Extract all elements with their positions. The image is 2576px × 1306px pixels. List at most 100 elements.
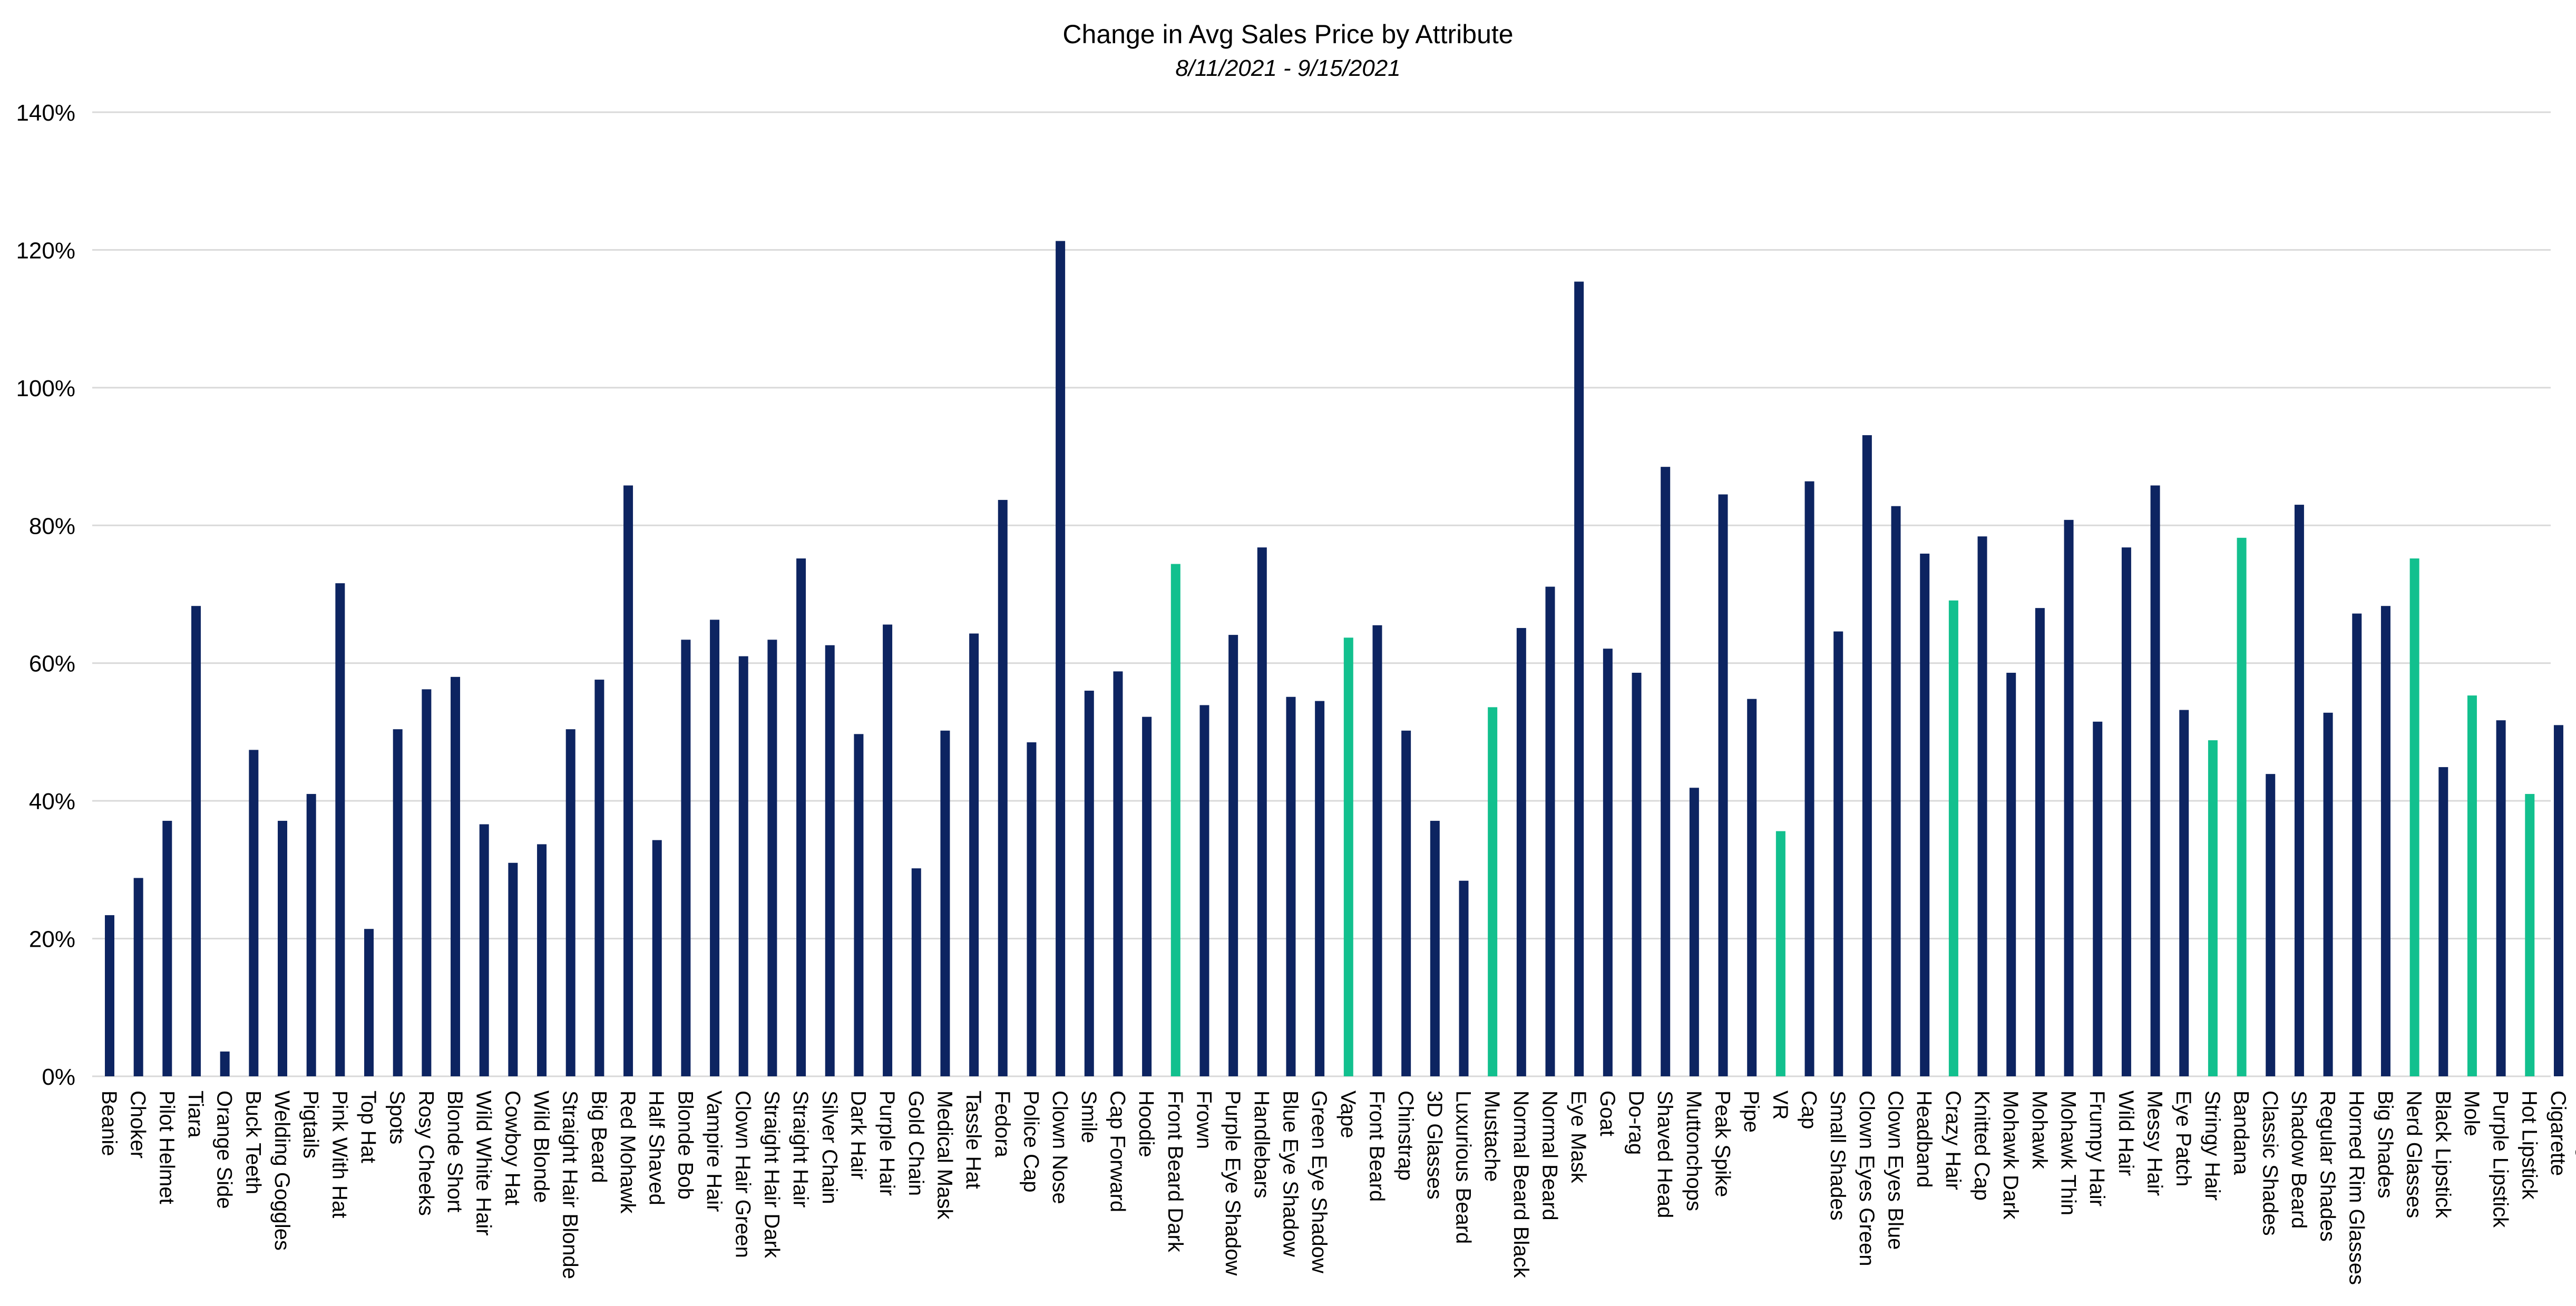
x-tick-label: Clown Nose [1048,1091,1071,1204]
x-tick-label: Blonde Bob [674,1091,697,1200]
x-tick-label: Blonde Short [443,1091,466,1212]
x-tick-label: Orange Side [213,1091,236,1209]
bar-police-cap [1027,742,1037,1076]
x-tick-label: Frown [1192,1091,1215,1149]
x-tick-label: Horned Rim Glasses [2345,1091,2368,1285]
x-tick-label: Messy Hair [2143,1091,2167,1196]
bar-do-rag [1632,673,1642,1076]
x-tick-label: Normal Beard Black [1509,1091,1533,1279]
x-tick-label: Half Shaved [645,1091,668,1205]
x-tick-label: Front Beard Dark [1164,1091,1187,1253]
bar-tiara [191,606,201,1076]
x-tick-label: Eye Patch [2172,1091,2195,1186]
bar-classic-shades [2266,774,2276,1076]
bar-goat [1603,649,1613,1076]
x-tick-label: Pilot Helmet [155,1091,178,1204]
x-tick-label: Silver Chain [818,1091,841,1204]
x-tick-label: Normal Beard [1538,1091,1562,1221]
x-tick-label: Rosy Cheeks [414,1091,437,1216]
bar-dark-hair [854,734,864,1076]
x-tick-label: Purple Lipstick [2489,1091,2512,1228]
x-tick-label: Top Hat [357,1091,380,1163]
x-tick-label: Hot Lipstick [2518,1091,2541,1200]
x-tick-label: Classic Shades [2258,1091,2281,1236]
x-tick-label: Small Shades [1826,1091,1849,1221]
x-tick-label: Headband [1913,1091,1936,1188]
bar-mustache [1488,707,1498,1076]
x-axis-tick-labels: Beanie Choker Pilot Helmet Tiara Orange Side… [97,1091,2576,1285]
bar-silver-chain [825,645,835,1076]
bar-eye-patch [2179,710,2189,1076]
x-tick-label: Knitted Cap [1970,1091,1994,1201]
bar-cowboy-hat [508,862,518,1076]
bar-shaved-head [1661,467,1671,1076]
x-tick-label: Green Eye Shadow [1307,1091,1331,1273]
bar-vape [1343,637,1353,1076]
x-tick-label: Medical Mask [933,1091,956,1220]
bar-mohawk-thin [2064,519,2074,1076]
bar-fedora [998,499,1008,1077]
x-tick-label: Frumpy Hair [2085,1091,2109,1206]
bar-pigtails [306,794,316,1076]
x-tick-label: Peak Spike [1711,1091,1734,1197]
y-tick-label: 120% [16,238,75,263]
bar-medical-mask [940,730,950,1076]
bar-welding-goggles [278,821,288,1076]
y-axis-tick-labels: 0% 20% 40% 60% 80% 100% 120% 140% [16,100,75,1090]
x-tick-label: Clown Hair Green [731,1091,755,1258]
chart-subtitle: 8/11/2021 - 9/15/2021 [1175,55,1400,81]
bar-beanie [105,915,114,1076]
bar-pipe [1747,699,1757,1076]
bar-handlebars [1257,547,1267,1076]
x-tick-label: Earring [2575,1091,2576,1158]
x-tick-label: Beanie [97,1091,121,1156]
x-tick-label: Mohawk Dark [1999,1091,2022,1220]
bar-front-beard-dark [1170,564,1180,1076]
x-tick-label: Vampire Hair [702,1091,726,1212]
x-tick-label: Clown Eyes Blue [1884,1091,1907,1250]
y-tick-label: 100% [16,376,75,401]
x-tick-label: Big Beard [587,1091,610,1183]
x-tick-label: Spots [386,1091,409,1144]
bar-wild-hair [2121,547,2131,1076]
bar-bandana [2237,537,2247,1076]
x-tick-label: Smile [1077,1091,1100,1143]
bar-straight-hair [796,558,806,1076]
x-tick-label: Straight Hair [789,1091,812,1207]
bar-vampire-hair [710,620,720,1076]
x-tick-label: Handlebars [1250,1091,1273,1199]
y-tick-label: 20% [29,927,75,953]
x-tick-label: Tiara [184,1091,207,1138]
x-tick-label: Wild White Hair [472,1091,495,1236]
bar-clown-eyes-blue [1891,506,1901,1076]
bar-straight-hair-dark [767,640,777,1076]
x-tick-label: Choker [126,1091,150,1158]
bar-cap-forward [1113,671,1123,1076]
bar-buck-teeth [249,750,259,1076]
x-tick-label: Police Cap [1019,1091,1042,1192]
x-tick-label: Vape [1336,1091,1360,1138]
y-tick-label: 140% [16,100,75,126]
bar-small-shades [1833,631,1843,1076]
x-tick-label: Do-rag [1625,1091,1648,1155]
bars [105,241,2563,1077]
bar-big-shades [2380,606,2390,1076]
bar-messy-hair [2150,485,2160,1076]
bar-pink-with-hat [335,583,345,1076]
x-tick-label: Cap Forward [1106,1091,1129,1212]
bar-hot-lipstick [2525,794,2535,1076]
x-tick-label: Straight Hair Dark [760,1091,783,1259]
bar-normal-beard [1545,586,1555,1076]
bar-eye-mask [1574,281,1584,1076]
bar-headband [1920,553,1930,1076]
y-tick-label: 40% [29,789,75,814]
bar-horned-rim-glasses [2352,613,2362,1076]
x-tick-label: Purple Hair [875,1091,899,1196]
x-tick-label: Wild Blonde [530,1091,553,1203]
bar-orange-side [220,1051,230,1076]
x-tick-label: Hoodie [1135,1091,1158,1157]
x-tick-label: Blue Eye Shadow [1279,1091,1302,1257]
